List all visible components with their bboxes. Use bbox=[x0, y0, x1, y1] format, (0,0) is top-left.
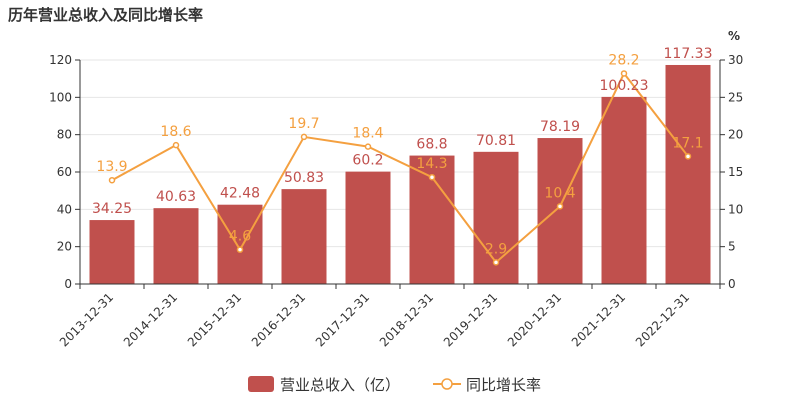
y-right-axis-label: % bbox=[728, 29, 740, 43]
bar-value-label: 70.81 bbox=[476, 133, 516, 149]
y-right-tick-label: 0 bbox=[728, 277, 736, 291]
line-point[interactable] bbox=[300, 133, 308, 141]
y-right-tick-label: 5 bbox=[728, 240, 736, 254]
x-tick-label: 2022-12-31 bbox=[633, 290, 692, 349]
bar[interactable] bbox=[345, 171, 391, 284]
bar[interactable] bbox=[537, 138, 583, 284]
line-point[interactable] bbox=[428, 173, 436, 181]
growth-line bbox=[111, 71, 689, 264]
line-value-label: 13.9 bbox=[96, 159, 127, 175]
bar[interactable] bbox=[665, 64, 711, 284]
bar-value-label: 117.33 bbox=[664, 46, 713, 62]
line-value-label: 17.1 bbox=[672, 135, 703, 151]
y-left-tick-label: 100 bbox=[49, 90, 72, 104]
bar[interactable] bbox=[153, 208, 199, 284]
y-left-tick-label: 120 bbox=[49, 53, 72, 67]
bar-value-label: 78.19 bbox=[540, 119, 580, 135]
y-left-tick-label: 60 bbox=[57, 165, 72, 179]
line-value-label: 19.7 bbox=[288, 116, 319, 132]
x-tick-label: 2015-12-31 bbox=[185, 290, 244, 349]
line-value-label: 14.3 bbox=[416, 156, 447, 172]
legend-bar-label[interactable]: 营业总收入（亿） bbox=[280, 376, 400, 394]
x-tick-label: 2014-12-31 bbox=[121, 290, 180, 349]
x-tick-label: 2013-12-31 bbox=[57, 290, 116, 349]
x-tick-label: 2018-12-31 bbox=[377, 290, 436, 349]
x-tick-label: 2017-12-31 bbox=[313, 290, 372, 349]
legend-line-label[interactable]: 同比增长率 bbox=[466, 376, 541, 394]
bar-value-label: 40.63 bbox=[156, 189, 196, 205]
line-point[interactable] bbox=[556, 203, 564, 210]
data-labels: 34.25 40.63 42.48 50.83 60.2 68.8 70.81 78.19 10… bbox=[92, 46, 713, 257]
line-point[interactable] bbox=[684, 153, 692, 160]
chart-title: 历年营业总收入及同比增长率 bbox=[8, 6, 203, 24]
line-value-label: 28.2 bbox=[608, 52, 639, 68]
y-left-tick-label: 0 bbox=[64, 277, 72, 291]
line-point[interactable] bbox=[620, 70, 628, 77]
y-right-tick-label: 30 bbox=[728, 53, 743, 67]
x-tick-label: 2020-12-31 bbox=[505, 290, 564, 349]
bar[interactable] bbox=[281, 189, 327, 284]
bar-value-label: 60.2 bbox=[352, 153, 383, 169]
line-point[interactable] bbox=[172, 141, 180, 149]
y-right-tick-label: 20 bbox=[728, 128, 743, 142]
bar-value-label: 100.23 bbox=[600, 78, 649, 94]
y-right-tick-label: 15 bbox=[728, 165, 743, 179]
line-point[interactable] bbox=[108, 176, 116, 184]
y-right-tick-label: 25 bbox=[728, 90, 743, 104]
line-series bbox=[108, 70, 692, 266]
y-left-tick-label: 80 bbox=[57, 128, 72, 142]
y-left-tick-label: 20 bbox=[57, 240, 72, 254]
legend-line-marker[interactable] bbox=[441, 378, 453, 390]
bar-value-label: 68.8 bbox=[416, 137, 447, 153]
bar[interactable] bbox=[89, 220, 135, 284]
y-right-tick-label: 10 bbox=[728, 202, 743, 216]
line-point[interactable] bbox=[236, 246, 244, 253]
legend[interactable]: 营业总收入（亿） 同比增长率 bbox=[248, 376, 541, 394]
bar-value-label: 34.25 bbox=[92, 201, 132, 217]
bar-value-label: 50.83 bbox=[284, 170, 324, 186]
x-tick-label: 2016-12-31 bbox=[249, 290, 308, 349]
line-value-label: 4.6 bbox=[229, 229, 251, 245]
bar-value-label: 42.48 bbox=[220, 186, 260, 202]
line-value-label: 2.9 bbox=[485, 241, 507, 257]
x-tick-label: 2021-12-31 bbox=[569, 290, 628, 349]
line-point[interactable] bbox=[364, 143, 372, 150]
y-left-tick-label: 40 bbox=[57, 202, 72, 216]
bar[interactable] bbox=[601, 96, 647, 285]
bar[interactable] bbox=[217, 204, 263, 284]
bar-series bbox=[89, 64, 711, 285]
line-value-label: 10.4 bbox=[544, 185, 575, 201]
legend-bar-swatch[interactable] bbox=[248, 376, 274, 392]
line-point[interactable] bbox=[492, 259, 500, 266]
line-value-label: 18.6 bbox=[160, 124, 191, 140]
x-tick-label: 2019-12-31 bbox=[441, 290, 500, 349]
line-value-label: 18.4 bbox=[352, 126, 383, 142]
